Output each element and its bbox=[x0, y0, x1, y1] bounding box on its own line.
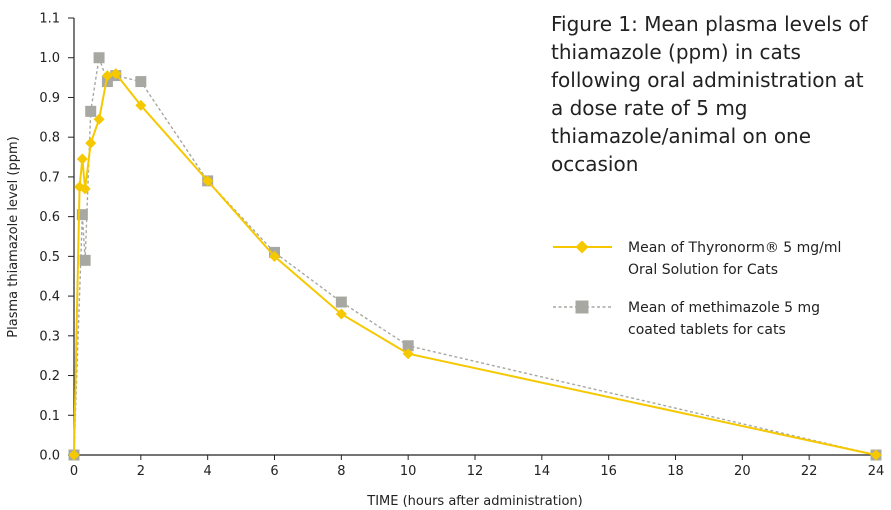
data-point bbox=[76, 209, 88, 221]
legend-label: Mean of Thyronorm® 5 mg/ml bbox=[628, 240, 841, 256]
data-point bbox=[402, 340, 414, 352]
legend-marker bbox=[575, 300, 589, 314]
y-tick-label: 0.5 bbox=[39, 250, 60, 265]
chart-title: Figure 1: Mean plasma levels of thiamazo… bbox=[551, 12, 868, 176]
data-point bbox=[870, 449, 882, 461]
legend-item: Mean of methimazole 5 mg coated tablets f… bbox=[553, 300, 820, 338]
y-tick-label: 0.9 bbox=[39, 91, 60, 106]
y-tick-label: 1.1 bbox=[39, 12, 60, 27]
legend-label: Oral Solution for Cats bbox=[628, 262, 778, 278]
y-tick-label: 0.3 bbox=[39, 329, 60, 344]
x-tick-label: 6 bbox=[270, 464, 278, 479]
data-point bbox=[85, 137, 97, 149]
data-point bbox=[93, 52, 105, 64]
data-point bbox=[402, 348, 414, 360]
x-tick-label: 16 bbox=[600, 464, 617, 479]
data-point bbox=[85, 105, 97, 117]
y-axis-title: Plasma thiamazole level (ppm) bbox=[6, 136, 21, 337]
x-tick-label: 8 bbox=[337, 464, 345, 479]
data-point bbox=[76, 153, 88, 165]
legend-label: Mean of methimazole 5 mg bbox=[628, 300, 820, 316]
tick-labels: 0.00.10.20.30.40.50.60.70.80.91.01.10 2 4 6… bbox=[39, 12, 884, 480]
x-tick-label: 12 bbox=[467, 464, 484, 479]
data-point bbox=[135, 76, 147, 88]
data-point bbox=[68, 449, 80, 461]
legend: Mean of Thyronorm® 5 mg/ml Oral Solution … bbox=[553, 240, 841, 338]
x-tick-label: 22 bbox=[801, 464, 818, 479]
y-tick-label: 0.0 bbox=[39, 449, 60, 464]
x-tick-label: 4 bbox=[204, 464, 212, 479]
data-point bbox=[101, 70, 113, 82]
x-tick-label: 0 bbox=[70, 464, 78, 479]
data-point bbox=[202, 175, 214, 187]
x-tick-label: 10 bbox=[400, 464, 417, 479]
data-point bbox=[93, 113, 105, 125]
legend-item: Mean of Thyronorm® 5 mg/ml Oral Solution … bbox=[553, 240, 841, 278]
x-tick-label: 2 bbox=[137, 464, 145, 479]
y-tick-label: 0.2 bbox=[39, 369, 60, 384]
y-tick-label: 0.8 bbox=[39, 131, 60, 146]
legend-marker bbox=[575, 240, 589, 254]
series-thyronorm bbox=[68, 68, 882, 461]
data-point bbox=[135, 99, 147, 111]
data-point bbox=[110, 68, 122, 80]
data-point bbox=[79, 183, 91, 195]
y-tick-label: 0.1 bbox=[39, 409, 60, 424]
x-tick-label: 20 bbox=[734, 464, 751, 479]
series-layer bbox=[68, 52, 882, 461]
x-axis-title: TIME (hours after administration) bbox=[366, 494, 582, 509]
data-point bbox=[79, 254, 91, 266]
x-tick-label: 24 bbox=[868, 464, 885, 479]
y-tick-label: 0.6 bbox=[39, 210, 60, 225]
data-point bbox=[269, 250, 280, 262]
y-tick-label: 0.4 bbox=[39, 290, 60, 305]
tick-marks bbox=[68, 17, 877, 460]
data-point bbox=[335, 308, 347, 320]
data-point bbox=[101, 76, 113, 88]
y-tick-label: 0.7 bbox=[39, 170, 60, 185]
data-point bbox=[335, 296, 347, 308]
legend-label: coated tablets for cats bbox=[628, 322, 786, 338]
x-tick-label: 18 bbox=[667, 464, 684, 479]
y-tick-label: 1.0 bbox=[39, 51, 60, 66]
x-tick-label: 14 bbox=[534, 464, 551, 479]
